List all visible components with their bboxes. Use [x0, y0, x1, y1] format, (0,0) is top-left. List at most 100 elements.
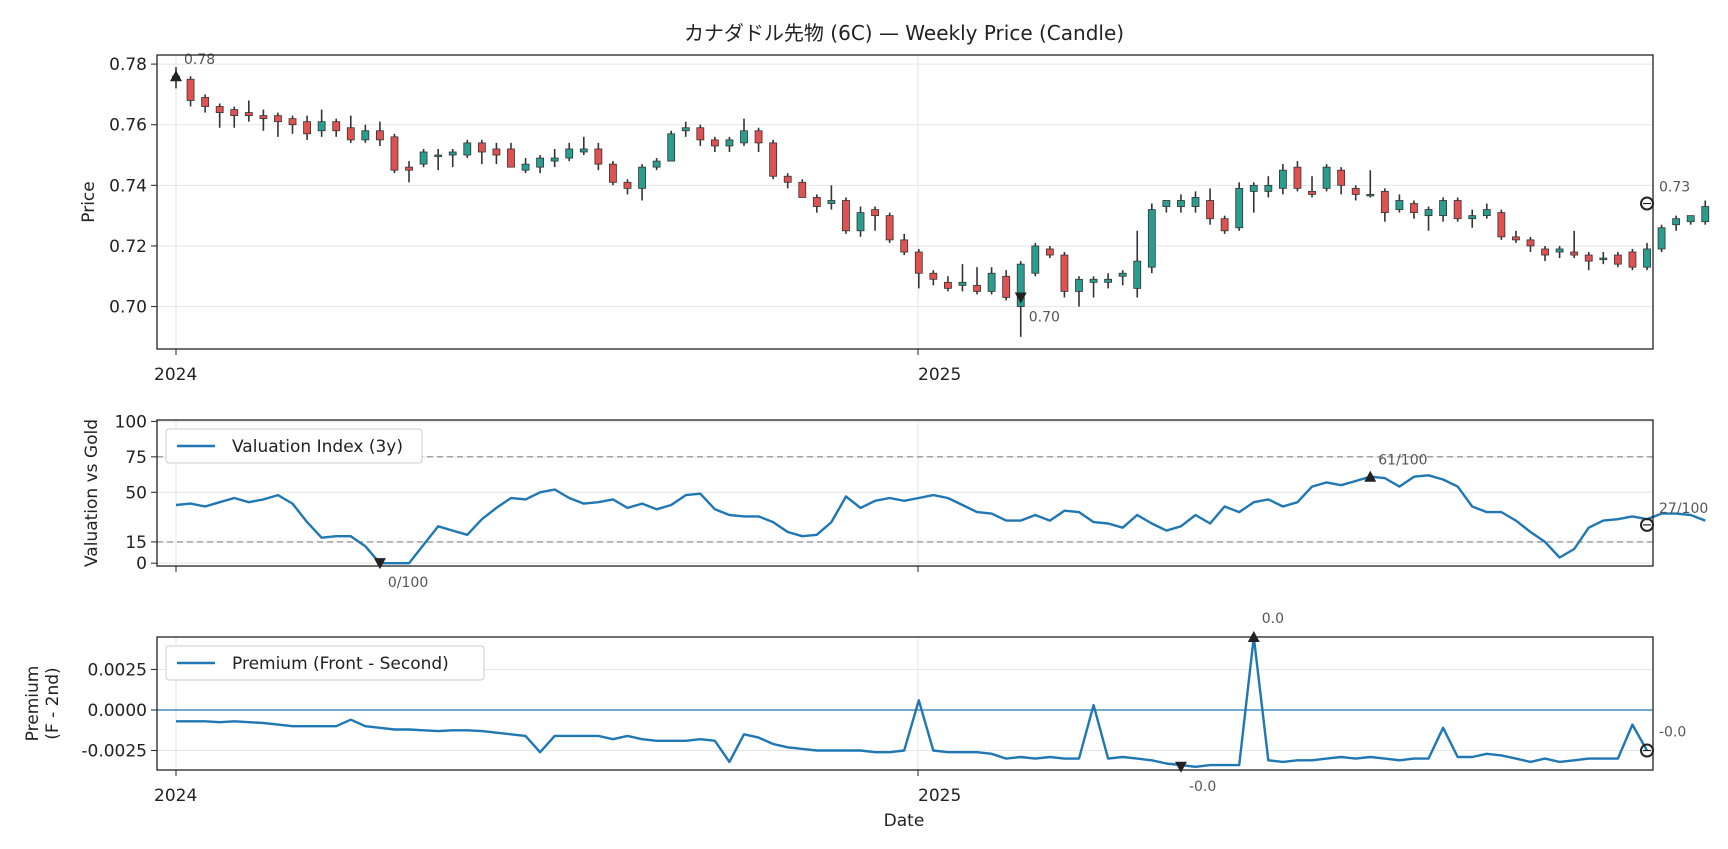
candle-body: [1220, 218, 1229, 232]
candle-body: [1147, 209, 1156, 268]
candle-body: [1322, 166, 1331, 189]
candle-body: [317, 121, 326, 132]
panel2-annotation-label: 0/100: [388, 575, 428, 591]
candle-body: [914, 251, 923, 274]
candle-body: [1555, 248, 1564, 253]
candle-body: [885, 215, 894, 241]
candle-body: [303, 121, 311, 135]
candle-body: [1308, 190, 1316, 195]
candle-body: [652, 160, 661, 168]
candle-body: [783, 175, 792, 183]
candle-body: [638, 166, 646, 189]
panel3-ytick-label: 0.0000: [88, 701, 147, 721]
candle-body: [536, 157, 545, 168]
candle-body: [842, 200, 850, 232]
candle-body: [507, 148, 515, 168]
candle-body: [871, 209, 879, 217]
candle-body: [1118, 272, 1127, 277]
candle-body: [215, 106, 224, 113]
panel3-y-axis-title-line: (F - 2nd): [43, 667, 63, 739]
candle-body: [1133, 260, 1142, 289]
candle-body: [1497, 212, 1506, 238]
candle-body: [448, 151, 457, 156]
candle-body: [1031, 245, 1040, 274]
panel3-axes-frame: [156, 636, 1654, 771]
candle-body: [1089, 278, 1098, 283]
panel2-ytick-label: 0: [136, 554, 147, 574]
panel1-xtick-label: 2024: [154, 365, 197, 385]
candle-body: [1206, 200, 1214, 220]
candle-body: [477, 142, 486, 153]
panel3-annotation-label: -0.0: [1189, 779, 1216, 795]
candle-body: [696, 127, 705, 141]
candle-body: [579, 148, 588, 153]
candle-body: [361, 130, 370, 141]
candle-body: [1366, 194, 1375, 197]
candle-body: [1512, 236, 1520, 241]
candle-body: [1628, 251, 1637, 268]
candle-body: [1162, 200, 1171, 207]
candle-body: [1541, 248, 1549, 256]
candle-body: [1672, 218, 1681, 226]
panel2-legend-label: Valuation Index (3y): [232, 437, 403, 457]
candle-body: [973, 284, 981, 292]
candle-body: [769, 142, 778, 177]
candle-body: [754, 130, 763, 144]
candle-body: [550, 157, 559, 162]
candle-body: [1060, 254, 1069, 292]
panel2-ytick-label: 75: [125, 448, 147, 468]
candle-body: [244, 112, 253, 117]
panel1-xtick-label: 2025: [918, 365, 961, 385]
panel3-legend-label: Premium (Front - Second): [232, 654, 449, 674]
candle-body: [987, 272, 996, 292]
panel2-series-line: [175, 474, 1706, 565]
candle-body: [1526, 239, 1535, 247]
panel1-ytick-label: 0.72: [109, 237, 147, 257]
candle-body: [434, 154, 443, 157]
candle-body: [798, 181, 807, 198]
chart-title: カナダドル先物 (6C) — Weekly Price (Candle): [684, 21, 1124, 45]
candle-body: [390, 136, 399, 171]
candle-body: [681, 127, 690, 132]
panel2-ytick-label: 15: [125, 533, 147, 553]
panel2-max-marker: [1364, 470, 1377, 482]
candle-body: [740, 130, 748, 144]
panel3-y-axis-title: Premium(F - 2nd): [23, 666, 63, 742]
candle-body: [1453, 200, 1462, 220]
candle-body: [1293, 166, 1302, 189]
panel3-legend-box: [165, 645, 485, 681]
candle-body: [332, 121, 341, 132]
candle-body: [346, 127, 355, 141]
panel2-axes-frame: [156, 419, 1654, 567]
panel2-y-axis-title: Valuation vs Gold: [82, 419, 102, 567]
panel3-ytick-label: -0.0025: [81, 742, 147, 762]
panel3-xtick-label: 2025: [918, 786, 961, 806]
candle-body: [1482, 209, 1491, 217]
candle-body: [812, 197, 821, 207]
panel1-axes-frame: [156, 54, 1654, 350]
candle-body: [492, 148, 501, 156]
candle-body: [594, 148, 603, 165]
candle-body: [1075, 278, 1083, 292]
panel1-annotation-label: 0.78: [184, 52, 215, 68]
panel3-xtick-label: 2024: [154, 786, 197, 806]
panel1-ytick-label: 0.76: [109, 116, 147, 136]
candle-body: [1104, 278, 1113, 283]
panel2-ytick-label: 50: [125, 483, 147, 503]
candle-body: [1468, 215, 1477, 220]
candle-body: [186, 78, 195, 101]
candle-body: [1235, 187, 1244, 229]
candle-body: [230, 109, 239, 117]
candle-body: [1380, 190, 1389, 214]
candle-body: [1701, 206, 1710, 223]
candle-body: [288, 118, 297, 126]
panel1-ytick-label: 0.74: [109, 176, 147, 196]
panel2-legend-box: [165, 428, 423, 464]
candle-body: [827, 200, 836, 204]
panel1-ytick-label: 0.70: [109, 298, 147, 318]
candle-body: [1613, 254, 1622, 265]
x-axis-title: Date: [884, 811, 925, 831]
candle-body: [1643, 248, 1651, 268]
candle-body: [1599, 257, 1608, 260]
panel1-min-marker: [1014, 292, 1027, 304]
